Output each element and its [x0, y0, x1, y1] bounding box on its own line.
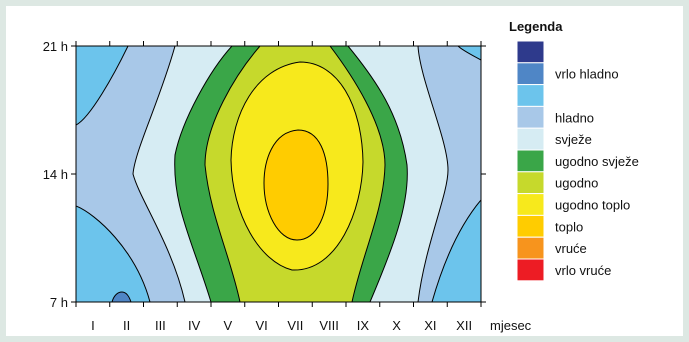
legend-label: ugodno svježe [555, 154, 639, 169]
x-tick-label: IX [357, 318, 370, 333]
x-tick-label: VII [287, 318, 303, 333]
legend-label: ugodno [555, 176, 598, 191]
legend-swatch [516, 258, 545, 282]
legend-swatch [516, 171, 545, 195]
legend-swatch [516, 62, 545, 86]
legend-swatch [516, 149, 545, 173]
legend-swatch [516, 214, 545, 238]
x-tick-label: XII [456, 318, 472, 333]
x-tick-label: VIII [319, 318, 339, 333]
band-toplo [263, 129, 329, 241]
x-tick-label: V [224, 318, 233, 333]
contour-bands [76, 46, 481, 302]
legend-title: Legenda [509, 19, 563, 34]
y-tick-label: 7 h [50, 295, 68, 310]
y-tick-label: 14 h [43, 167, 68, 182]
legend-swatch [516, 105, 545, 129]
legend-swatch [516, 40, 545, 64]
y-tick-label: 21 h [43, 39, 68, 54]
x-axis: I II III IV V VI VII VIII IX X XI XII [75, 41, 482, 333]
legend-label: hladno [555, 110, 594, 125]
x-tick-label: II [123, 318, 130, 333]
legend-swatch [516, 127, 545, 151]
legend-swatch [516, 84, 545, 107]
legend-label: toplo [555, 219, 583, 234]
legend-label: vrlo hladno [555, 67, 619, 82]
y-axis: 7 h 14 h 21 h [43, 39, 486, 310]
x-tick-label: III [155, 318, 166, 333]
legend-label: vrlo vruće [555, 263, 611, 278]
x-tick-label: VI [255, 318, 267, 333]
band-cold-spot-ii [111, 291, 132, 302]
x-tick-label: IV [188, 318, 201, 333]
legend-label: ugodno toplo [555, 198, 630, 213]
legend-swatch [516, 193, 545, 216]
x-tick-label: I [91, 318, 95, 333]
legend-swatch [516, 236, 545, 260]
x-axis-label: mjesec [490, 318, 532, 333]
legend: Legenda vrlo hladno hladno svježe ugodno sv… [509, 19, 639, 282]
x-tick-label: XI [424, 318, 436, 333]
x-tick-label: X [392, 318, 401, 333]
legend-label: vruće [555, 241, 587, 256]
legend-label: svježe [555, 132, 592, 147]
